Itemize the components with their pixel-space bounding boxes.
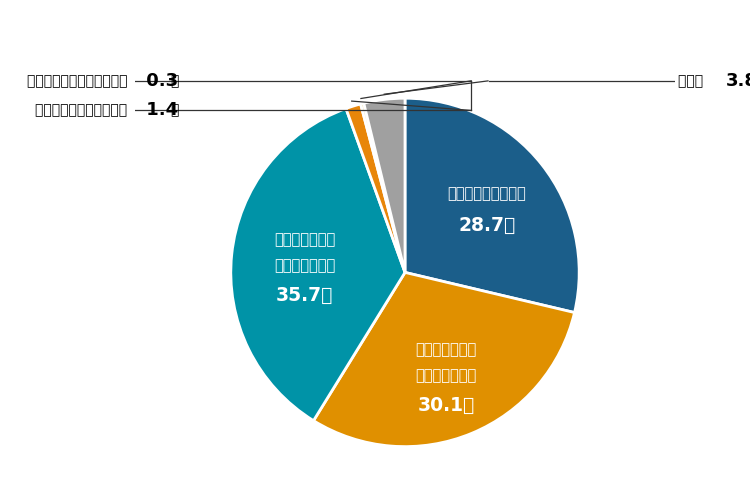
Wedge shape: [361, 103, 405, 272]
Text: 28.7％: 28.7％: [458, 216, 515, 234]
Text: 30.1％: 30.1％: [418, 396, 475, 415]
Wedge shape: [314, 272, 574, 446]
Text: 1.4: 1.4: [140, 102, 178, 119]
Text: その他: その他: [679, 74, 708, 88]
Text: ％: ％: [170, 104, 178, 118]
Wedge shape: [364, 98, 405, 272]
Text: 0.3: 0.3: [140, 72, 178, 90]
Text: 契約事務手続きについて: 契約事務手続きについて: [35, 104, 131, 118]
Text: 警備についての: 警備についての: [416, 342, 477, 357]
Text: ご質問・ご要望: ご質問・ご要望: [416, 368, 477, 383]
Text: ％: ％: [170, 74, 178, 88]
Text: 3.8: 3.8: [725, 72, 750, 90]
Text: ご質問・ご要望: ご質問・ご要望: [274, 258, 335, 273]
Wedge shape: [231, 108, 405, 420]
Text: お見積などのお問い合わせ: お見積などのお問い合わせ: [27, 74, 131, 88]
Wedge shape: [346, 104, 405, 272]
Wedge shape: [405, 98, 579, 312]
Text: 35.7％: 35.7％: [276, 286, 333, 304]
Text: 警備に関するご連絡: 警備に関するご連絡: [448, 186, 526, 201]
Text: 設備についての: 設備についての: [274, 232, 335, 247]
